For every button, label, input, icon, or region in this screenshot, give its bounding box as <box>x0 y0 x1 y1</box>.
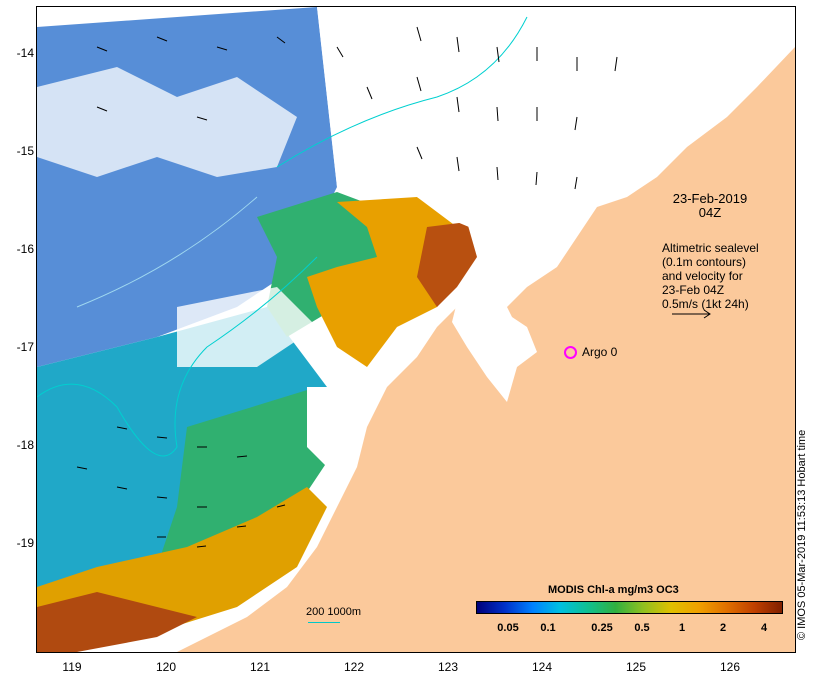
map-frame <box>36 6 796 653</box>
cloud-patch <box>177 287 317 367</box>
king-sound <box>452 302 537 402</box>
lon-label: 126 <box>719 660 741 674</box>
lat-label: -16 <box>16 242 34 256</box>
cloud-patch <box>307 387 367 477</box>
lat-label: -17 <box>16 340 34 354</box>
velocity-arrows <box>76 26 618 548</box>
date-title: 23-Feb-2019 04Z <box>660 192 760 220</box>
lon-label: 120 <box>155 660 177 674</box>
lon-label: 121 <box>249 660 271 674</box>
depth-contour-sample <box>308 622 340 623</box>
colorbar-tick: 0.25 <box>591 622 613 634</box>
depth-contour-label: 200 1000m <box>306 606 362 618</box>
lat-label: -19 <box>16 536 34 550</box>
very-high-chl-bay <box>417 222 477 307</box>
sealevel-contour <box>276 16 528 168</box>
coastal-very-high-chl-south <box>37 592 197 652</box>
chlorophyll-map <box>37 7 795 652</box>
legend-line: 0.5m/s (1kt 24h) <box>662 297 749 311</box>
colorbar-tick: 0.5 <box>634 622 650 634</box>
colorbar-tick: 4 <box>760 622 768 634</box>
lat-label: -14 <box>16 46 34 60</box>
date-line: 23-Feb-2019 <box>672 191 748 206</box>
legend-line: 23-Feb 04Z <box>662 283 725 297</box>
argo-label: Argo 0 <box>582 345 618 359</box>
lon-label: 119 <box>62 660 82 674</box>
lon-label: 122 <box>343 660 365 674</box>
mid-chl-north <box>257 192 397 337</box>
sealevel-contour <box>37 256 318 457</box>
cloud-patch <box>37 67 297 177</box>
lat-label: -18 <box>16 438 34 452</box>
time-line: 04Z <box>698 205 722 220</box>
colorbar <box>476 601 783 614</box>
cloud-region-ne <box>317 7 795 247</box>
sealevel-contour <box>76 196 258 308</box>
legend-line: Altimetric sealevel <box>662 241 759 255</box>
legend-line: (0.1m contours) <box>662 255 747 269</box>
credit-text: © IMOS 05-Mar-2019 11:53:13 Hobart time <box>796 429 808 640</box>
lon-label: 124 <box>531 660 553 674</box>
mid-chl-region <box>157 387 337 567</box>
legend-line: and velocity for <box>662 269 743 283</box>
velocity-legend: Altimetric sealevel (0.1m contours) and … <box>662 241 759 311</box>
argo-float-marker <box>564 346 577 359</box>
lon-label: 125 <box>625 660 647 674</box>
colorbar-tick: 2 <box>719 622 727 634</box>
colorbar-tick: 0.1 <box>540 622 556 634</box>
colorbar-tick: 0.05 <box>497 622 519 634</box>
lon-label: 123 <box>437 660 459 674</box>
colorbar-title: MODIS Chl-a mg/m3 OC3 <box>548 584 679 596</box>
lat-label: -15 <box>16 144 34 158</box>
velocity-scale-arrow <box>672 309 711 319</box>
colorbar-tick: 1 <box>678 622 686 634</box>
